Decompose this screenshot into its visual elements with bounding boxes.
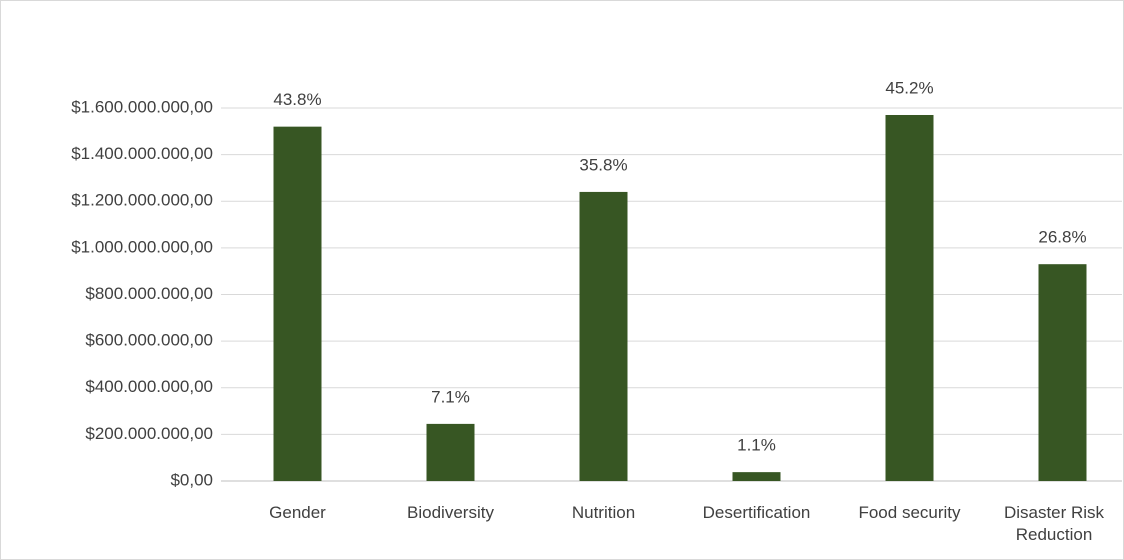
bar — [426, 423, 475, 481]
y-tick-label: $200.000.000,00 — [85, 424, 213, 443]
bar — [885, 114, 934, 482]
y-tick-label: $1.200.000.000,00 — [71, 191, 213, 210]
y-tick-label: $0,00 — [170, 470, 213, 489]
y-tick-label: $400.000.000,00 — [85, 377, 213, 396]
y-tick-label: $1.400.000.000,00 — [71, 144, 213, 163]
x-tick-label: Nutrition — [571, 503, 636, 522]
data-label: 35.8% — [579, 155, 627, 174]
data-label: 1.1% — [737, 436, 776, 455]
x-tick-label: Food security — [858, 503, 961, 522]
x-tick-label: Desertification — [702, 503, 811, 522]
data-label: 45.2% — [885, 78, 933, 97]
x-tick-label: Biodiversity — [407, 503, 494, 522]
data-label: 7.1% — [431, 387, 470, 406]
data-label: 43.8% — [273, 90, 321, 109]
bar — [579, 191, 628, 482]
bar — [273, 126, 322, 482]
data-label: 26.8% — [1038, 228, 1086, 247]
x-tick-label: Gender — [269, 503, 326, 522]
y-tick-label: $800.000.000,00 — [85, 284, 213, 303]
x-tick-label: Disaster Risk Reduction — [1003, 503, 1105, 544]
y-tick-label: $600.000.000,00 — [85, 331, 213, 350]
y-tick-label: $1.000.000.000,00 — [71, 237, 213, 256]
y-tick-label: $1.600.000.000,00 — [71, 97, 213, 116]
bar — [1038, 264, 1087, 481]
bar — [732, 472, 781, 481]
